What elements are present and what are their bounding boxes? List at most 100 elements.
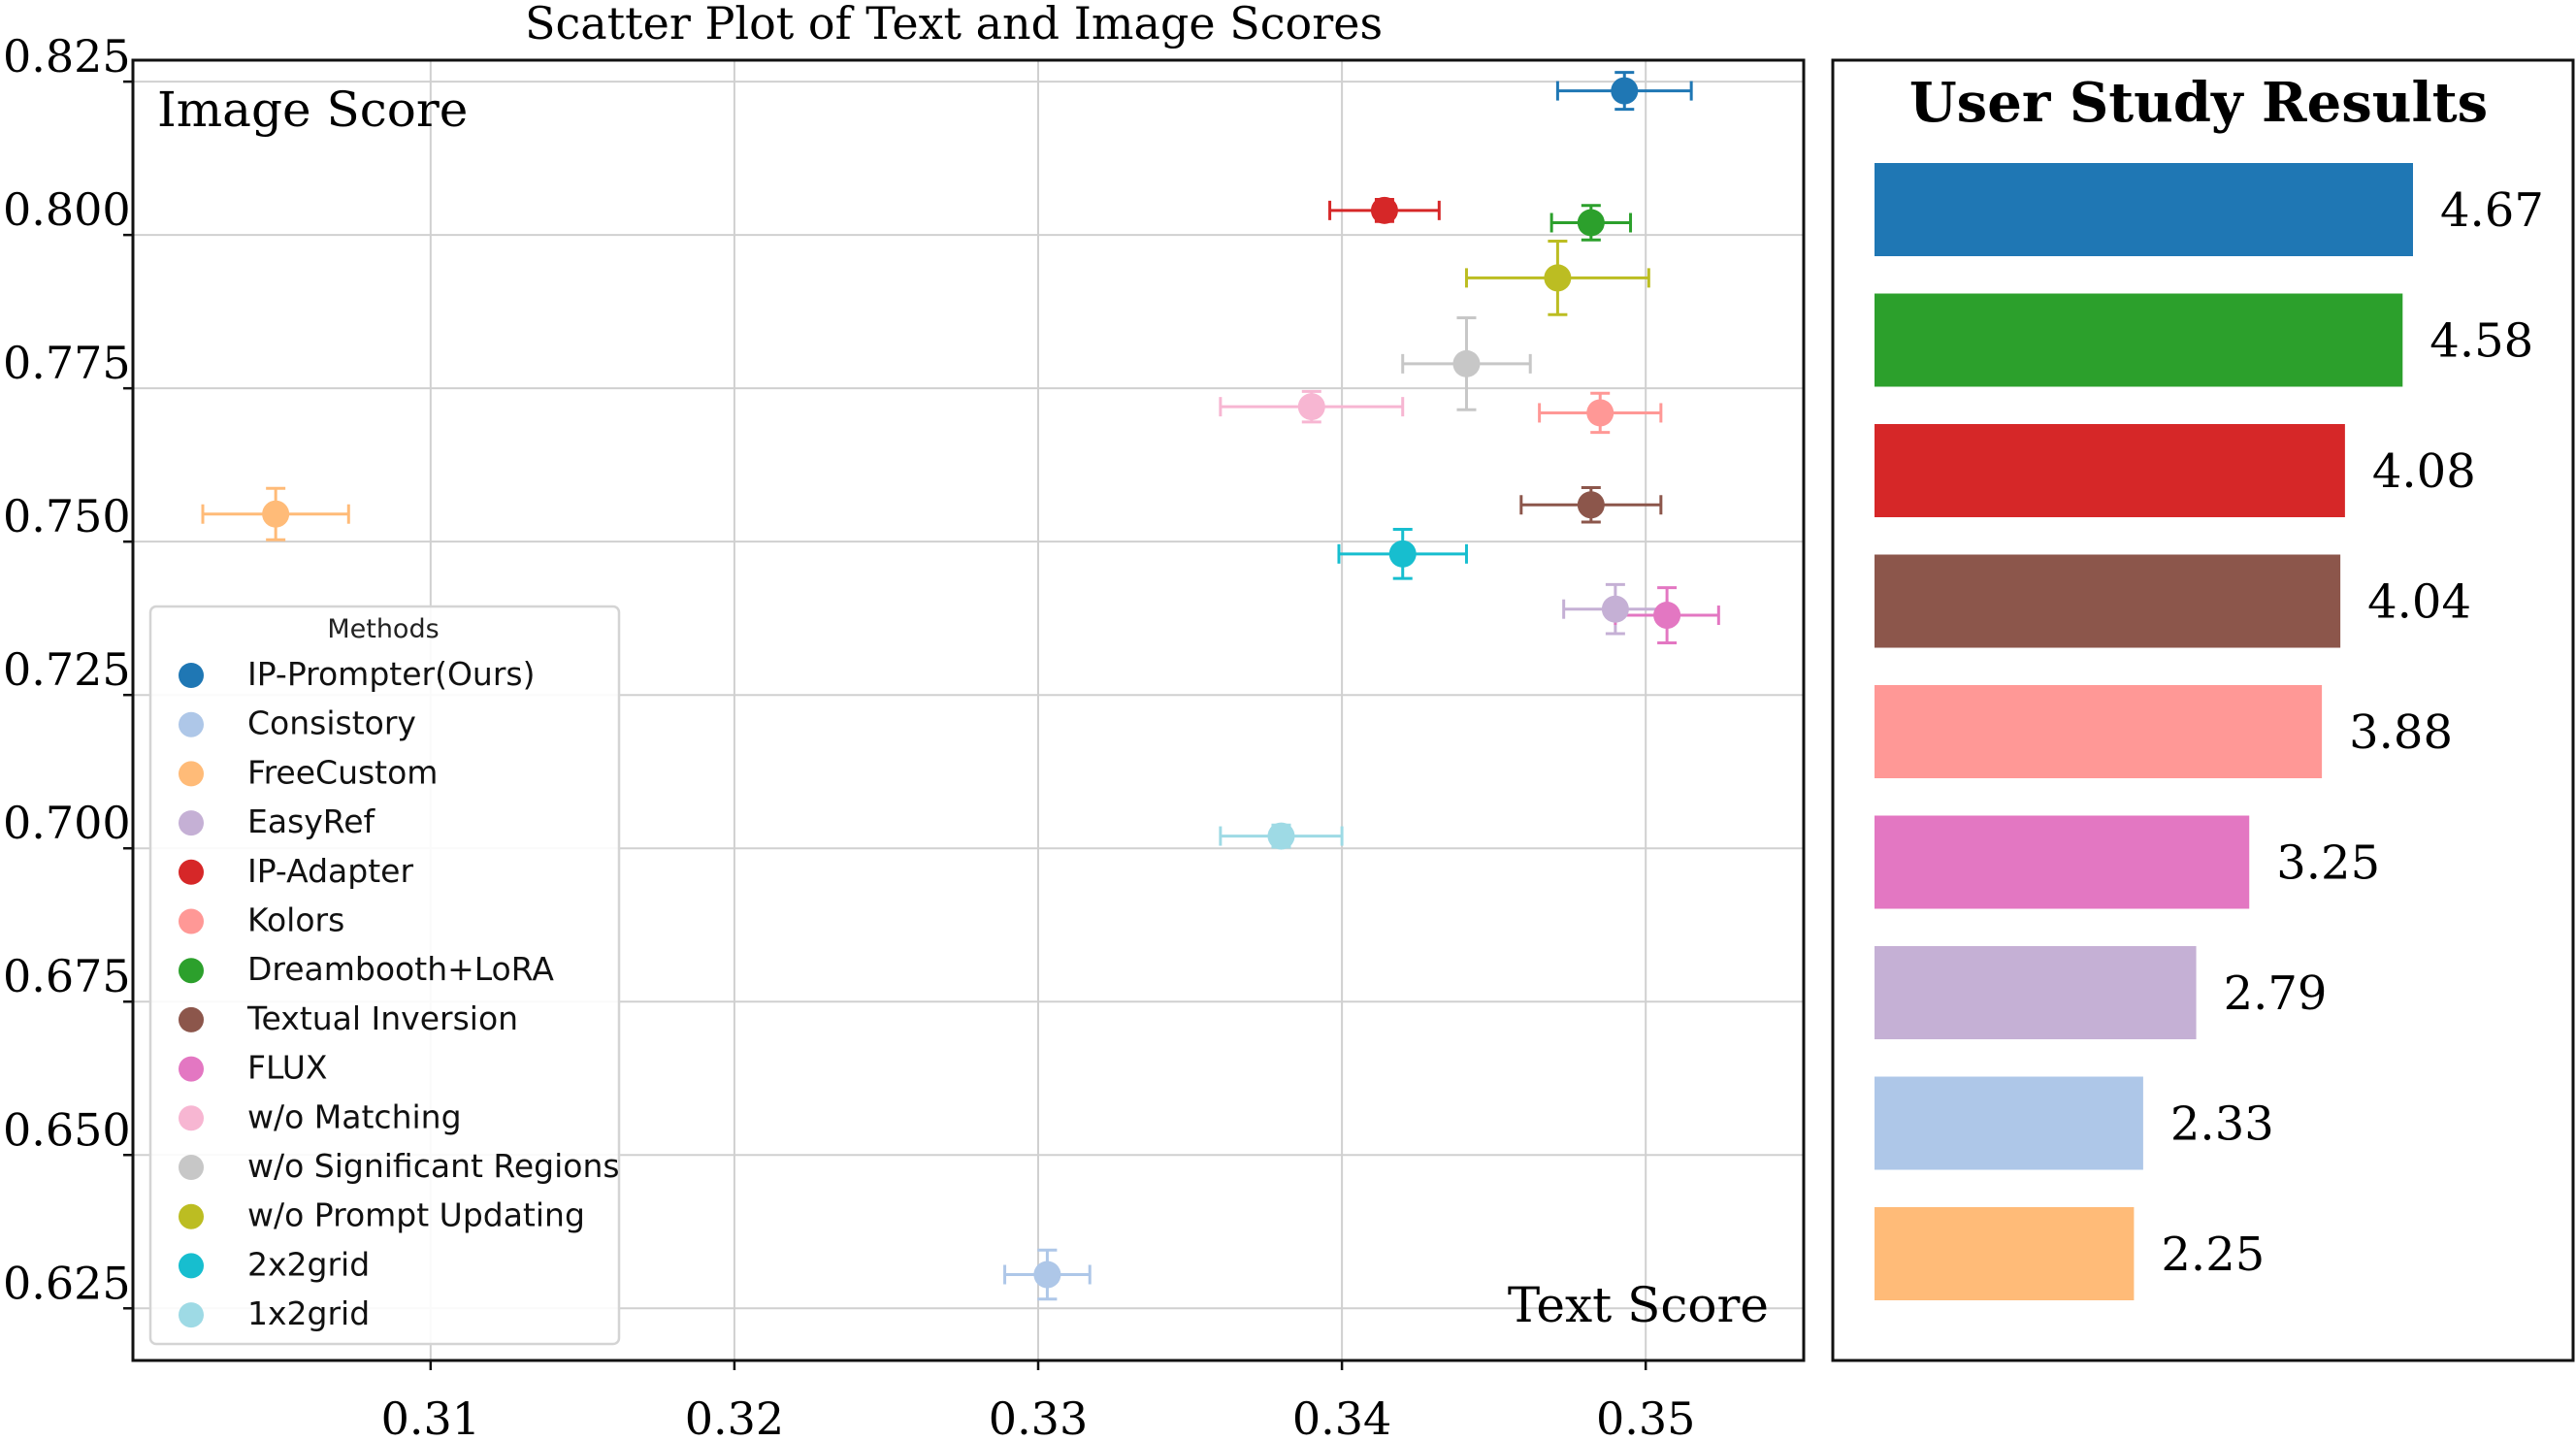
- scatter-point: [1577, 209, 1605, 237]
- legend-item: Kolors: [179, 901, 344, 939]
- legend-label: EasyRef: [247, 802, 376, 840]
- legend-marker: [179, 810, 204, 836]
- bar-value-label: 4.58: [2429, 314, 2533, 369]
- legend-label: Consistory: [247, 704, 416, 742]
- legend-item: Textual Inversion: [179, 999, 518, 1037]
- bar-value-label: 2.79: [2224, 966, 2328, 1021]
- legend-label: w/o Matching: [247, 1097, 462, 1135]
- y-tick-label: 0.625: [3, 1257, 131, 1309]
- bar: [1875, 1076, 2143, 1170]
- legend: Methods IP-Prompter(Ours) Consistory FreeC…: [148, 605, 621, 1346]
- legend-marker: [179, 1302, 204, 1328]
- x-tick-label: 0.31: [381, 1392, 480, 1441]
- legend-label: Dreambooth+LoRA: [247, 950, 554, 988]
- legend-item: IP-Adapter: [179, 852, 413, 890]
- scatter-point: [1452, 349, 1481, 377]
- legend-title: Methods: [327, 614, 439, 644]
- scatter-point: [1297, 393, 1325, 421]
- legend-label: 2x2grid: [247, 1245, 370, 1283]
- legend-marker: [179, 1253, 204, 1279]
- legend-marker: [179, 1155, 204, 1180]
- x-tick-label: 0.32: [685, 1392, 784, 1441]
- scatter-point: [1653, 602, 1681, 630]
- legend-label: FLUX: [247, 1049, 327, 1087]
- y-tick-label: 0.700: [3, 797, 131, 849]
- legend-marker: [179, 958, 204, 984]
- legend-label: IP-Adapter: [247, 852, 413, 890]
- axis-ticks: 0.31 0.32 0.33 0.34 0.35 0.825 0.800 0.775 0.750…: [3, 30, 1695, 1441]
- scatter-point: [1577, 491, 1605, 519]
- legend-item: Consistory: [179, 704, 416, 742]
- scatter-point: [1611, 77, 1639, 105]
- legend-label: w/o Significant Regions: [247, 1147, 620, 1185]
- bar-chart-title: User Study Results: [1909, 71, 2488, 135]
- legend-item: Dreambooth+LoRA: [179, 950, 554, 988]
- y-tick-label: 0.725: [3, 643, 131, 696]
- grid: [133, 60, 1804, 1360]
- legend-marker: [179, 908, 204, 934]
- y-tick-label: 0.825: [3, 30, 131, 82]
- bar: [1875, 946, 2197, 1039]
- legend-marker: [179, 761, 204, 787]
- legend-label: IP-Prompter(Ours): [247, 655, 535, 693]
- points: [262, 77, 1681, 1289]
- bar-value-label: 4.08: [2372, 444, 2476, 499]
- scatter-point: [1033, 1261, 1061, 1289]
- y-tick-label: 0.800: [3, 183, 131, 236]
- legend-item: 2x2grid: [179, 1245, 370, 1283]
- scatter-point: [1267, 822, 1295, 850]
- x-tick-label: 0.34: [1292, 1392, 1391, 1441]
- legend-box: [148, 605, 621, 1346]
- scatter-point: [1544, 264, 1572, 292]
- scatter-title: Scatter Plot of Text and Image Scores: [525, 0, 1383, 49]
- legend-marker: [179, 663, 204, 688]
- legend-items: IP-Prompter(Ours) Consistory FreeCustom Eas…: [179, 655, 620, 1332]
- y-tick-label: 0.750: [3, 490, 131, 542]
- bar: [1875, 815, 2250, 909]
- legend-label: 1x2grid: [247, 1294, 370, 1332]
- legend-item: FreeCustom: [179, 753, 438, 791]
- legend-item: w/o Matching: [179, 1097, 462, 1135]
- plot-frame: [131, 58, 1806, 1362]
- legend-label: Kolors: [247, 901, 344, 939]
- legend-marker: [179, 1203, 204, 1229]
- legend-item: IP-Prompter(Ours): [179, 655, 535, 693]
- legend-label: Textual Inversion: [246, 999, 518, 1037]
- bar-value-label: 2.33: [2170, 1097, 2274, 1152]
- y-tick-label: 0.650: [3, 1103, 131, 1156]
- legend-item: w/o Prompt Updating: [179, 1196, 585, 1234]
- scatter-plot: Scatter Plot of Text and Image Scores 0.…: [3, 0, 1806, 1441]
- legend-item: FLUX: [179, 1049, 327, 1087]
- bar-value-label: 4.04: [2367, 575, 2471, 630]
- bar: [1875, 424, 2345, 517]
- bars: 4.67 4.58 4.08 4.04 3.88 3.25 2.79 2.33 2.25: [1875, 163, 2544, 1300]
- bar: [1875, 1207, 2135, 1300]
- scatter-point: [262, 500, 290, 528]
- scatter-point: [1601, 595, 1629, 623]
- legend-marker: [179, 1006, 204, 1032]
- bar: [1875, 554, 2341, 648]
- bar-value-label: 2.25: [2161, 1228, 2265, 1282]
- legend-marker: [179, 1105, 204, 1131]
- x-tick-label: 0.35: [1596, 1392, 1695, 1441]
- y-tick-label: 0.775: [3, 337, 131, 389]
- legend-label: w/o Prompt Updating: [247, 1196, 585, 1234]
- legend-marker: [179, 1056, 204, 1082]
- legend-item: EasyRef: [179, 802, 376, 840]
- legend-item: 1x2grid: [179, 1294, 370, 1332]
- legend-marker: [179, 711, 204, 737]
- legend-label: FreeCustom: [247, 753, 438, 791]
- x-tick-label: 0.33: [989, 1392, 1088, 1441]
- bar: [1875, 163, 2413, 256]
- bar-chart-frame: [1831, 58, 2575, 1362]
- legend-item: w/o Significant Regions: [179, 1147, 620, 1185]
- bar: [1875, 685, 2323, 778]
- y-tick-label: 0.675: [3, 950, 131, 1002]
- scatter-point: [1586, 399, 1614, 427]
- x-axis-label: Text Score: [1508, 1277, 1769, 1333]
- legend-marker: [179, 859, 204, 885]
- bar-value-label: 3.88: [2349, 705, 2453, 760]
- scatter-point: [1388, 540, 1417, 568]
